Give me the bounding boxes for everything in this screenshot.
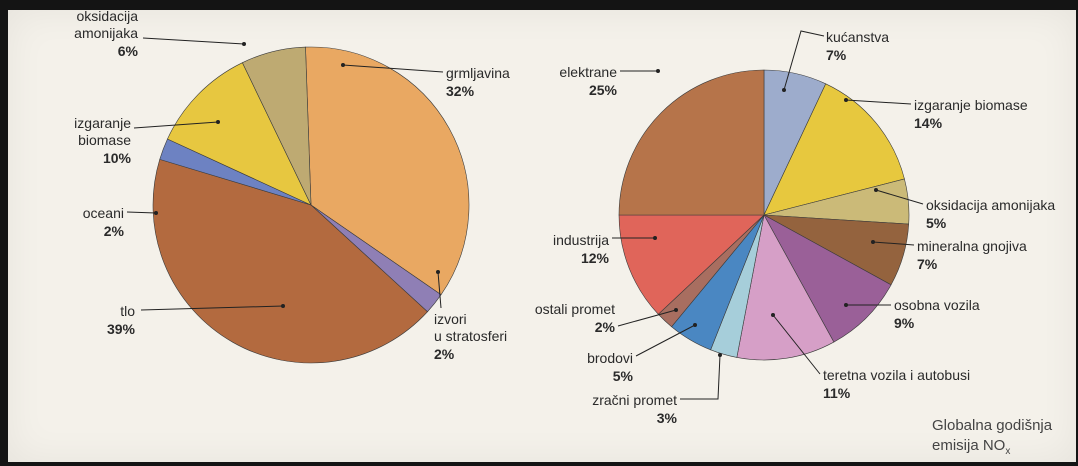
leader-dot-grmljavina [341, 63, 345, 67]
leader-dot-izgaranje-biomase [844, 98, 848, 102]
slice-value-oksidacija-amonijaka: 6% [118, 43, 139, 59]
leader-dot-osobna-vozila [844, 303, 848, 307]
slice-value-tlo: 39% [107, 321, 136, 337]
textbook-page: grmljavina 32% izvori u stratosferi 2% tlo 39%… [8, 10, 1076, 462]
leader-dot-oksidacija-amonijaka [874, 188, 878, 192]
pie-slice-izgaranje-biomase [167, 62, 312, 206]
leader-line-zracni-promet [680, 354, 721, 400]
leader-line-kucanstva [783, 30, 825, 91]
leader-line-izvori-u-stratosferi [437, 271, 442, 309]
leader-line-mineralna-gnojiva [872, 241, 915, 246]
leader-dot-oceani [154, 211, 158, 215]
slice-label-oksidacija-amonijaka: oksidacija amonijaka 5% [926, 197, 1055, 231]
pie-slice-teretna-vozila-i-autobusi [736, 214, 835, 361]
slice-value-oksidacija-amonijaka: 5% [926, 215, 947, 231]
pie-slice-oksidacija-amonijaka [241, 46, 312, 206]
leader-dot-kucanstva [782, 88, 786, 92]
slice-label-izgaranje-biomase: izgaranje biomase 10% [74, 115, 131, 166]
pie-slice-izgaranje-biomase [763, 83, 905, 216]
slice-value-teretna-vozila-i-autobusi: 11% [823, 385, 851, 401]
leader-dot-teretna-vozila-i-autobusi [771, 313, 775, 317]
pie-slices [152, 46, 470, 364]
slice-label-izgaranje-biomase: izgaranje biomase 14% [914, 97, 1028, 131]
slice-value-elektrane: 25% [589, 82, 618, 98]
leader-line-oksidacija-amonijaka [142, 37, 245, 45]
slice-label-oksidacija-amonijaka: oksidacija amonijaka 6% [74, 10, 138, 59]
leader-line-ostali-promet [617, 309, 677, 327]
leader-dot-oksidacija-amonijaka [242, 42, 246, 46]
leader-line-teretna-vozila-i-autobusi [772, 314, 821, 375]
slice-label-tlo: tlo 39% [107, 303, 136, 337]
leader-line-oceani [126, 211, 157, 214]
slice-value-industrija: 12% [581, 250, 610, 266]
slice-label-elektrane: elektrane 25% [559, 64, 617, 98]
caption-subscript: x [1005, 446, 1010, 457]
slice-label-izvori-u-stratosferi: izvori u stratosferi 2% [434, 311, 507, 362]
leader-line-grmljavina [342, 64, 444, 73]
slice-label-zracni-promet: zračni promet 3% [592, 392, 677, 426]
pie-slice-elektrane [618, 69, 765, 216]
leader-dot-elektrane [656, 69, 660, 73]
slice-value-grmljavina: 32% [446, 83, 475, 99]
slice-value-ostali-promet: 2% [595, 319, 616, 335]
pie-slice-tlo [152, 158, 428, 364]
slice-value-izgaranje-biomase: 10% [103, 150, 132, 166]
pie-chart-natural-sources: grmljavina 32% izvori u stratosferi 2% tlo 39%… [74, 10, 510, 364]
leader-dot-ostali-promet [674, 308, 678, 312]
slice-value-mineralna-gnojiva: 7% [917, 256, 938, 272]
leader-dot-brodovi [693, 323, 697, 327]
slice-label-mineralna-gnojiva: mineralna gnojiva 7% [917, 238, 1027, 272]
slice-value-izvori-u-stratosferi: 2% [434, 346, 455, 362]
slice-label-kucanstva: kućanstva 7% [826, 29, 889, 63]
pie-chart-global-sources: kućanstva 7% izgaranje biomase 14% oksidacij… [535, 29, 1056, 426]
slice-value-kucanstva: 7% [826, 47, 847, 63]
leader-line-brodovi [635, 324, 696, 357]
leader-line-oksidacija-amonijaka [875, 189, 924, 205]
slice-label-ostali-promet: ostali promet 2% [535, 301, 616, 335]
slice-value-izgaranje-biomase: 14% [914, 115, 943, 131]
leader-line-izgaranje-biomase [133, 121, 219, 129]
slice-value-zracni-promet: 3% [657, 410, 678, 426]
leader-dot-izgaranje-biomase [216, 120, 220, 124]
leader-dot-mineralna-gnojiva [871, 240, 875, 244]
pie-slices [618, 69, 910, 361]
slice-label-osobna-vozila: osobna vozila 9% [894, 297, 980, 331]
slice-label-teretna-vozila-i-autobusi: teretna vozila i autobusi 11% [823, 367, 970, 401]
pie-charts-figure: grmljavina 32% izvori u stratosferi 2% tlo 39%… [74, 10, 1056, 457]
leader-line-izgaranje-biomase [845, 99, 912, 105]
slice-label-grmljavina: grmljavina 32% [446, 65, 510, 99]
slice-label-brodovi: brodovi 5% [587, 350, 633, 384]
pie-slice-osobna-vozila [763, 214, 892, 343]
slice-value-brodovi: 5% [613, 368, 634, 384]
leader-line-tlo [140, 305, 284, 311]
caption-prefix: emisija NO [932, 437, 1005, 454]
leader-dot-zracni-promet [718, 353, 722, 357]
slice-label-oceani: oceani 2% [83, 205, 125, 239]
slice-value-osobna-vozila: 9% [894, 315, 915, 331]
slice-label-industrija: industrija 12% [553, 232, 610, 266]
leader-dot-industrija [653, 236, 657, 240]
caption-line-2: emisija NOx [932, 437, 1010, 457]
leader-dot-izvori-u-stratosferi [436, 270, 440, 274]
slice-value-oceani: 2% [104, 223, 125, 239]
caption-line-1: Globalna godišnja [932, 417, 1053, 434]
leader-dot-tlo [281, 304, 285, 308]
pie-slice-grmljavina [305, 46, 470, 296]
